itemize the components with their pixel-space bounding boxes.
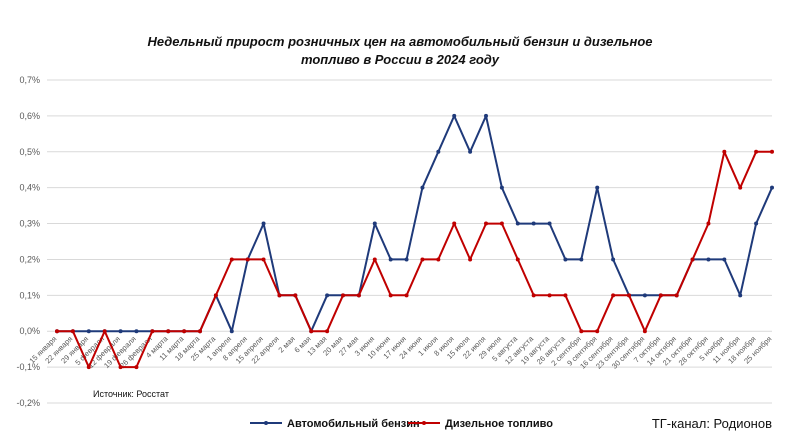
data-point (658, 293, 663, 298)
data-point (404, 257, 409, 262)
x-tick-label: 2 мая (276, 334, 296, 354)
data-point (388, 293, 393, 298)
data-point (722, 149, 727, 154)
data-point (674, 293, 679, 298)
data-point (261, 221, 266, 226)
chart-title-line1: Недельный прирост розничных цен на автом… (147, 34, 652, 49)
data-point (499, 221, 504, 226)
data-point (563, 293, 568, 298)
y-tick-label: 0,2% (19, 254, 40, 264)
y-tick-label: 0,3% (19, 219, 40, 229)
data-point (404, 293, 409, 298)
data-point (277, 293, 282, 298)
data-point (341, 293, 345, 298)
data-point (86, 329, 91, 334)
data-point (579, 257, 584, 262)
data-point (611, 257, 616, 262)
data-point (420, 185, 425, 190)
data-point (261, 257, 266, 262)
data-point (690, 257, 695, 262)
data-point (325, 329, 330, 334)
data-point (309, 329, 314, 334)
series-line-1 (57, 150, 772, 369)
data-point (372, 257, 377, 262)
y-tick-label: -0,1% (16, 362, 40, 372)
legend-label-gasoline: Автомобильный бензин (287, 418, 420, 430)
data-point (547, 293, 552, 298)
data-point (118, 329, 123, 334)
channel-credit: ТГ-канал: Родионов (652, 416, 772, 431)
data-point (515, 221, 520, 226)
data-point (229, 329, 234, 334)
data-point (436, 257, 441, 262)
data-point (515, 257, 520, 262)
data-point (166, 329, 171, 334)
data-point (388, 257, 393, 262)
legend-marker-diesel (422, 421, 426, 425)
data-point (627, 293, 631, 298)
data-point (770, 185, 774, 190)
data-point (595, 329, 600, 334)
data-point (770, 149, 774, 154)
data-point (563, 257, 568, 262)
data-point (420, 257, 425, 262)
y-tick-label: 0,0% (19, 326, 40, 336)
data-point (356, 293, 361, 298)
data-point (706, 257, 711, 262)
data-point (229, 257, 234, 262)
data-point (452, 221, 457, 226)
data-point (118, 365, 123, 370)
data-point (579, 329, 584, 334)
data-point (499, 185, 504, 190)
data-point (198, 329, 202, 334)
data-point (245, 257, 250, 262)
y-axis-ticks: -0,2% -0,1% 0,0% 0,1% 0,2% 0,3% 0,4% 0,5% 0,6% 0,… (16, 75, 40, 408)
data-point (722, 257, 727, 262)
data-point (754, 221, 759, 226)
data-point (754, 149, 759, 154)
data-point (70, 329, 75, 334)
data-point (102, 329, 107, 334)
data-point (86, 365, 91, 370)
data-point (372, 221, 377, 226)
data-point (213, 293, 218, 298)
data-point (436, 149, 441, 154)
data-point (531, 221, 536, 226)
data-point (531, 293, 536, 298)
data-point (150, 329, 155, 334)
legend: Автомобильный бензин Дизельное топливо (250, 418, 553, 430)
data-point (55, 329, 59, 334)
data-point (468, 257, 473, 262)
legend-label-diesel: Дизельное топливо (445, 418, 553, 430)
data-point (595, 185, 600, 190)
data-point (642, 329, 647, 334)
y-tick-label: 0,5% (19, 147, 40, 157)
data-point (468, 149, 473, 154)
y-tick-label: 0,1% (19, 290, 40, 300)
y-tick-label: 0,4% (19, 183, 40, 193)
source-note: Источник: Росстат (93, 389, 169, 399)
data-point (738, 293, 743, 298)
data-point (738, 185, 743, 190)
data-point (293, 293, 298, 298)
data-point (611, 293, 616, 298)
y-tick-label: 0,7% (19, 75, 40, 85)
data-point (642, 293, 647, 298)
chart-title-line2: топливо в России в 2024 году (301, 52, 500, 67)
data-point (134, 365, 139, 370)
y-tick-label: 0,6% (19, 111, 40, 121)
data-point (134, 329, 139, 334)
data-point (706, 221, 711, 226)
legend-marker-gasoline (264, 421, 268, 425)
y-tick-label: -0,2% (16, 398, 40, 408)
data-point (182, 329, 187, 334)
series-lines (55, 113, 774, 370)
data-point (325, 293, 330, 298)
data-point (484, 221, 488, 226)
data-point (547, 221, 552, 226)
data-point (452, 113, 457, 118)
data-point (484, 113, 488, 118)
